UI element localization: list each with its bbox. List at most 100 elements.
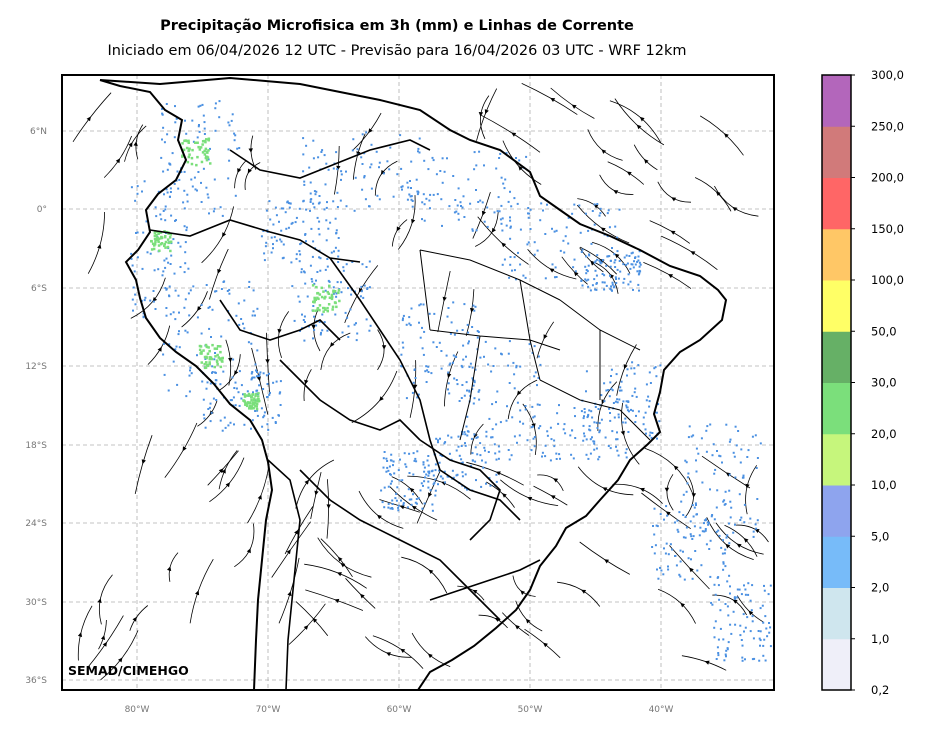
- rain-speck: [270, 236, 273, 239]
- colorbar-segment: [822, 280, 851, 332]
- rain-speck: [495, 167, 498, 170]
- rain-speck: [318, 233, 321, 236]
- rain-speck: [720, 546, 723, 549]
- streamline: [724, 524, 758, 557]
- rain-speck: [460, 397, 463, 399]
- rain-speck: [615, 373, 618, 376]
- rain-speck: [397, 469, 400, 472]
- rain-speck: [251, 376, 254, 379]
- rain-speck: [734, 623, 737, 626]
- rain-speck: [247, 341, 250, 344]
- rain-speck-heavy: [204, 140, 207, 144]
- rain-speck: [705, 518, 707, 521]
- rain-speck: [515, 157, 517, 159]
- rain-speck: [473, 381, 476, 384]
- colorbar-segment: [822, 331, 851, 383]
- rain-speck: [509, 219, 512, 222]
- rain-speck: [260, 407, 263, 410]
- rain-speck: [693, 506, 696, 509]
- rain-speck: [722, 562, 725, 565]
- rain-speck: [312, 305, 315, 307]
- rain-speck: [615, 282, 618, 284]
- rain-speck: [722, 561, 725, 564]
- rain-speck-heavy: [251, 393, 254, 397]
- rain-speck: [421, 218, 423, 221]
- rain-speck: [189, 366, 192, 369]
- rain-speck-heavy: [151, 242, 155, 246]
- rain-speck: [475, 436, 478, 439]
- rain-speck: [583, 408, 586, 410]
- rain-speck: [513, 256, 516, 259]
- rain-speck: [542, 209, 544, 212]
- rain-speck: [507, 449, 510, 451]
- rain-speck: [303, 271, 306, 274]
- rain-speck: [474, 446, 477, 449]
- rain-speck-heavy: [249, 401, 252, 404]
- rain-speck: [391, 499, 394, 502]
- rain-speck: [516, 441, 518, 444]
- rain-speck: [178, 346, 181, 349]
- rain-speck: [609, 265, 612, 268]
- rain-speck: [166, 168, 169, 171]
- rain-speck: [503, 258, 506, 261]
- streamline-arrow: [247, 168, 252, 174]
- rain-speck: [461, 433, 464, 436]
- rain-speck: [598, 214, 601, 217]
- streamline-arrow: [543, 642, 548, 648]
- rain-speck: [722, 500, 725, 503]
- rain-speck: [648, 434, 651, 437]
- rain-speck: [495, 423, 498, 426]
- rain-speck: [724, 490, 727, 493]
- rain-speck-heavy: [150, 248, 154, 251]
- rain-speck: [164, 266, 167, 269]
- rain-speck: [238, 323, 241, 326]
- rain-speck: [177, 294, 180, 297]
- rain-speck: [759, 630, 762, 633]
- rain-speck: [474, 305, 477, 308]
- rain-speck: [415, 498, 418, 500]
- rain-speck: [316, 271, 319, 273]
- rain-speck: [205, 186, 208, 189]
- rain-speck: [550, 438, 553, 441]
- rain-speck: [656, 437, 658, 440]
- rain-speck-heavy: [254, 404, 257, 408]
- rain-speck: [152, 300, 155, 303]
- rain-speck: [515, 278, 517, 281]
- rain-speck: [726, 648, 729, 651]
- rain-speck: [756, 519, 759, 522]
- rain-speck: [287, 202, 290, 205]
- streamline: [266, 332, 271, 395]
- colorbar-label: 250,0: [871, 119, 904, 133]
- rain-speck: [674, 555, 676, 557]
- rain-speck: [609, 381, 612, 384]
- rain-speck: [427, 474, 430, 477]
- rain-speck: [593, 442, 596, 445]
- rain-speck: [493, 211, 496, 214]
- rain-speck: [680, 500, 683, 503]
- rain-speck: [327, 168, 330, 171]
- rain-speck: [174, 289, 177, 292]
- rain-speck: [734, 425, 737, 428]
- rain-speck: [588, 253, 590, 256]
- rain-speck: [184, 329, 187, 332]
- rain-speck-heavy: [254, 394, 257, 398]
- rain-speck: [595, 288, 598, 291]
- rain-speck: [208, 406, 211, 409]
- rain-speck: [168, 162, 171, 165]
- rain-speck: [250, 378, 253, 381]
- rain-speck: [164, 208, 167, 211]
- rain-speck: [598, 431, 601, 434]
- rain-speck: [302, 170, 305, 173]
- rain-speck: [746, 616, 749, 619]
- rain-speck: [455, 449, 458, 452]
- rain-speck: [593, 421, 596, 424]
- rain-speck: [168, 195, 171, 198]
- rain-speck-heavy: [157, 232, 160, 235]
- streamline: [218, 354, 241, 392]
- rain-speck: [549, 459, 552, 462]
- rain-speck: [518, 159, 521, 162]
- rain-speck: [274, 421, 277, 423]
- rain-speck: [214, 352, 216, 354]
- rain-speck: [755, 467, 758, 469]
- rain-speck: [295, 253, 298, 256]
